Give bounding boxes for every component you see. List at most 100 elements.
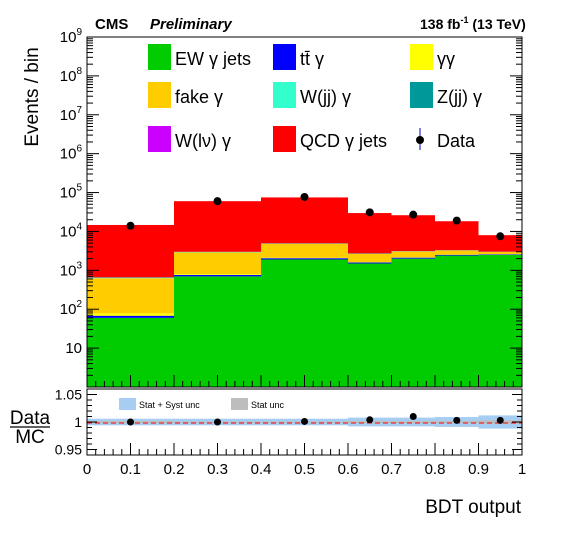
data-point [300,192,309,201]
ratio-points [127,413,504,426]
lumi-label: 138 fb-1 (13 TeV) [420,15,526,32]
x-tick-label: 0 [83,461,91,478]
ratio-point [409,413,417,420]
x-tick-label: 0.2 [164,461,185,478]
y-tick-label: 109 [60,27,83,46]
bar-segment [348,213,392,254]
x-tick-label: 0.8 [425,461,446,478]
data-point [496,232,505,241]
bar-segment [174,274,261,277]
bar-segment [348,262,392,264]
bar-segment [391,257,435,259]
bar-segment [391,258,435,387]
data-points [126,192,505,241]
ratio-label-denominator: MC [15,427,45,448]
x-tick-label: 0.4 [251,461,272,478]
bar-segment [174,274,261,275]
ratio-y-ticks: 1.05 1 0.95 [55,387,522,458]
bar-segment [87,224,174,278]
ratio-point [496,416,504,424]
legend-label: W(lν) γ [175,131,231,151]
legend-marker [416,136,424,144]
bar-segment [174,276,261,387]
legend-swatch [410,82,433,108]
legend-swatch [148,126,171,152]
bar-segment [261,243,348,258]
ratio-point [214,418,221,426]
bar-segment [478,254,522,387]
lumi-energy: (13 TeV) [468,16,525,32]
x-axis-label: BDT output [425,497,521,518]
ratio-x-ticks: 0 0.1 0.2 0.3 0.4 0.5 0.6 0.7 0.8 0.9 1 [83,375,526,478]
data-point [213,197,222,206]
data-point [365,208,374,217]
bar-segment [174,252,261,275]
ratio-plot-frame [86,388,523,456]
x-tick-label: 0.5 [294,461,315,478]
legend-swatch-stat [231,398,248,410]
bar-segment [348,263,392,387]
stat-band [391,420,435,424]
legend-label: γγ [437,49,455,69]
legend: EW γ jets tt̄ γ γγ fake γ W(jj) γ Z(jj) γ W(lν… [148,44,482,152]
lumi-value: 138 fb [420,16,460,32]
bar-segment [478,251,522,255]
bar-segment [391,215,435,252]
bar-segment [174,201,261,252]
ratio-point [301,417,308,425]
bar-segment [261,259,348,387]
legend-label: Z(jj) γ [437,87,482,107]
bar-segment [435,221,479,251]
legend-swatch [273,44,296,70]
bar-segment [478,235,522,252]
ratio-point [366,416,374,424]
legend-label: EW γ jets [175,49,251,69]
legend-label: Data [437,131,476,151]
legend-swatch [148,82,171,108]
stacked-bars [87,197,522,387]
bar-segment [348,253,392,262]
y-tick-label: 105 [60,183,83,202]
legend-swatch [148,44,171,70]
legend-label: fake γ [175,87,223,107]
x-tick-label: 0.3 [207,461,228,478]
bar-segment [87,278,174,314]
ratio-y-tick-label: 0.95 [55,442,82,458]
bar-segment [391,251,435,258]
bar-segment [435,250,479,255]
bar-segment [435,254,479,256]
y-tick-label: 104 [60,221,83,240]
y-tick-label: 106 [60,144,83,163]
experiment-label: CMS [95,16,128,33]
status-label: Preliminary [150,16,232,33]
ratio-y-tick-label: 1 [74,414,82,430]
y-tick-label: 108 [60,66,83,85]
legend-swatch [273,82,296,108]
legend-swatch [273,126,296,152]
x-tick-label: 0.1 [120,461,141,478]
ratio-point [127,418,134,426]
y-axis-ticks: 109 108 107 106 105 104 103 102 10 [60,27,522,388]
data-point [126,221,135,230]
bar-segment [478,254,522,255]
x-tick-label: 0.9 [468,461,489,478]
y-tick-label: 10 [65,340,82,357]
bar-segment [435,255,479,387]
bar-segment [261,197,348,244]
data-point [452,216,461,225]
lumi-exponent: -1 [460,15,468,25]
bar-segment [87,315,174,318]
y-axis-label: Events / bin [22,47,43,146]
data-point [409,210,418,219]
legend-label-stat: Stat unc [251,400,285,410]
y-tick-label: 107 [60,105,83,124]
legend-swatch [410,44,433,70]
ratio-point [453,416,461,424]
legend-label: tt̄ γ [300,49,324,69]
bar-segment [87,313,174,316]
x-tick-label: 0.6 [338,461,359,478]
legend-swatch-syst [119,398,136,410]
x-tick-label: 1 [518,461,526,478]
legend-label: QCD γ jets [300,131,387,151]
